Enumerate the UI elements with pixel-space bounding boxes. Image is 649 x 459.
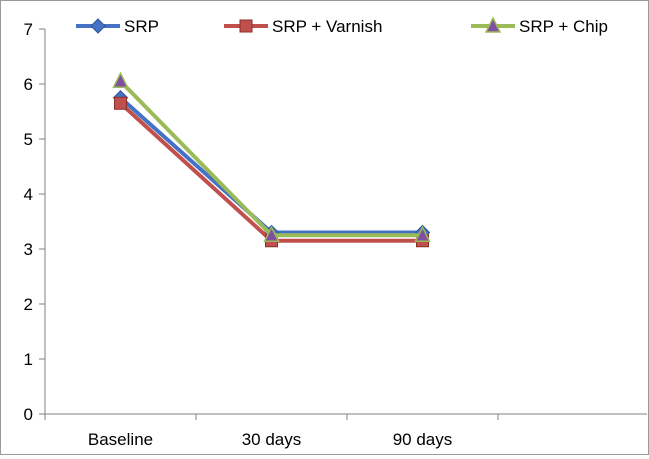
- x-tick-label: 90 days: [393, 430, 453, 449]
- y-tick-label: 4: [24, 185, 33, 204]
- legend-label: SRP + Chip: [519, 17, 608, 36]
- legend-marker: [484, 16, 502, 33]
- axes: [39, 28, 647, 420]
- series-line: [119, 96, 423, 235]
- data-point: [263, 225, 280, 242]
- series-srp-varnish: [114, 96, 429, 248]
- x-tick-label: Baseline: [88, 430, 153, 449]
- legend-label: SRP: [124, 17, 159, 36]
- legend-marker: [90, 18, 106, 34]
- legend-label: SRP + Varnish: [272, 17, 382, 36]
- data-point: [112, 71, 129, 88]
- series-line: [119, 79, 423, 238]
- legend-marker: [239, 19, 253, 33]
- y-tick-label: 5: [24, 130, 33, 149]
- series-srp-chip: [112, 71, 431, 242]
- legend: SRP SRP + Varnish SRP + Chip: [76, 16, 608, 36]
- y-tick-label: 3: [24, 240, 33, 259]
- y-tick-label: 1: [24, 350, 33, 369]
- series-srp: [112, 90, 431, 241]
- data-point: [114, 96, 127, 110]
- y-tick-label: 6: [24, 75, 33, 94]
- x-axis-tick-labels: Baseline 30 days 90 days: [88, 430, 452, 449]
- y-axis-tick-labels: 0 1 2 3 4 5 6 7: [24, 20, 33, 424]
- data-point: [414, 225, 431, 242]
- series-line: [119, 101, 423, 243]
- y-tick-label: 2: [24, 295, 33, 314]
- legend-item: SRP: [76, 17, 159, 36]
- y-tick-label: 7: [24, 20, 33, 39]
- legend-item: SRP + Varnish: [224, 17, 382, 36]
- x-tick-label: 30 days: [242, 430, 302, 449]
- y-tick-label: 0: [24, 405, 33, 424]
- series-lines: [112, 71, 431, 248]
- legend-item: SRP + Chip: [471, 16, 608, 36]
